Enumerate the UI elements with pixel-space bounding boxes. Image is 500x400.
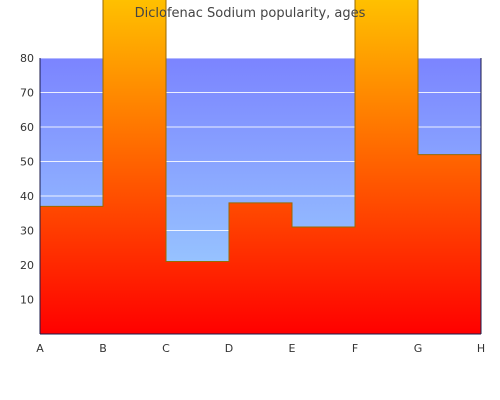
area-step-D bbox=[229, 202, 292, 334]
x-tick-label: H bbox=[477, 342, 485, 355]
x-tick-label: C bbox=[162, 342, 170, 355]
area-step-C bbox=[166, 261, 229, 334]
area-step-A bbox=[40, 206, 103, 334]
chart-title: Diclofenac Sodium popularity, ages bbox=[135, 6, 366, 21]
axes bbox=[39, 58, 482, 335]
area-step-F bbox=[355, 0, 418, 334]
x-tick-label: A bbox=[36, 342, 44, 355]
y-tick-label: 60 bbox=[20, 121, 34, 134]
x-axis-tick-labels: A B C D E F G H bbox=[36, 342, 485, 355]
x-tick-label: G bbox=[414, 342, 423, 355]
y-axis-tick-labels: 10 20 30 40 50 60 70 80 bbox=[20, 52, 34, 307]
y-tick-label: 30 bbox=[20, 225, 34, 238]
y-tick-label: 80 bbox=[20, 52, 34, 65]
y-tick-label: 70 bbox=[20, 87, 34, 100]
x-tick-label: D bbox=[225, 342, 233, 355]
area-step-E bbox=[292, 227, 355, 334]
area-layer bbox=[39, 0, 481, 334]
y-tick-label: 40 bbox=[20, 190, 34, 203]
x-tick-label: E bbox=[289, 342, 296, 355]
x-tick-label: F bbox=[352, 342, 358, 355]
area-outline bbox=[39, 0, 481, 334]
area-step-B bbox=[103, 0, 166, 334]
y-tick-label: 20 bbox=[20, 259, 34, 272]
y-tick-label: 50 bbox=[20, 156, 34, 169]
area-step-G bbox=[418, 154, 481, 334]
y-tick-label: 10 bbox=[20, 294, 34, 307]
x-tick-label: B bbox=[99, 342, 107, 355]
